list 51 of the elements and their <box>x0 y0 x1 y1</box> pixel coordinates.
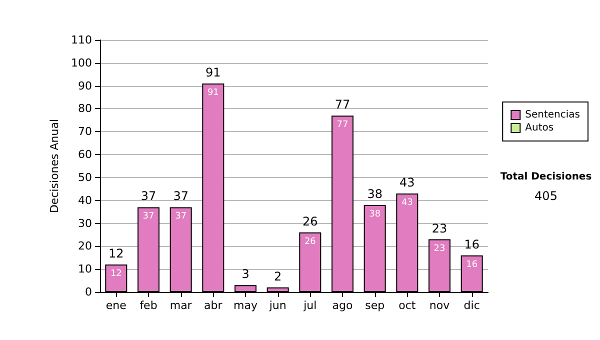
data-label: 12 <box>110 269 122 280</box>
total-label: 16 <box>464 237 480 252</box>
x-tick-label: jun <box>268 299 286 312</box>
y-tick-label: 80 <box>78 102 92 116</box>
data-label: 23 <box>434 244 446 254</box>
x-tick-label: mar <box>170 299 192 312</box>
y-tick-label: 90 <box>78 79 92 92</box>
total-label: 38 <box>367 186 382 201</box>
data-label: 38 <box>369 209 381 220</box>
x-tick-label: abr <box>204 299 223 312</box>
y-tick-label: 60 <box>78 148 92 162</box>
x-tick-label: dic <box>464 299 480 312</box>
y-tick-label: 40 <box>78 194 92 207</box>
y-tick-label: 70 <box>78 125 92 138</box>
total-label: 43 <box>400 175 415 190</box>
data-label: 43 <box>401 198 413 208</box>
x-tick-label: ago <box>332 299 353 312</box>
data-label: 77 <box>336 120 348 130</box>
x-tick-label: oct <box>398 299 416 312</box>
total-label: 91 <box>206 66 221 80</box>
data-label: 26 <box>304 236 316 247</box>
y-tick-label: 0 <box>85 286 92 298</box>
text: Total Decisiones <box>500 172 592 182</box>
x-tick-label: jul <box>302 299 317 312</box>
y-tick-label: 10 <box>78 262 92 276</box>
total-label: 77 <box>334 98 350 112</box>
x-tick-label: feb <box>140 299 158 312</box>
total-label: 37 <box>140 189 156 204</box>
y-axis-title: Decisiones Anual <box>48 118 62 214</box>
y-tick-label: 100 <box>71 56 92 70</box>
total-label: 37 <box>173 189 188 204</box>
data-label: 91 <box>207 88 219 98</box>
y-tick-label: 50 <box>78 170 92 184</box>
total-label: 3 <box>242 267 250 282</box>
total-label: 2 <box>274 269 282 284</box>
x-tick-label: sep <box>365 299 385 312</box>
data-label: 37 <box>175 212 187 222</box>
text: 405 <box>534 189 558 203</box>
legend-label: Autos <box>525 122 554 134</box>
total-label: 26 <box>302 214 318 228</box>
legend-label: Sentencias <box>525 110 580 120</box>
x-tick-label: may <box>234 299 258 312</box>
data-label: 37 <box>142 212 154 222</box>
x-tick-label: nov <box>429 299 450 312</box>
data-label: 16 <box>466 260 478 270</box>
total-label: 12 <box>108 246 124 261</box>
total-label: 23 <box>432 221 448 236</box>
x-tick-label: ene <box>106 299 127 312</box>
y-tick-label: 110 <box>71 34 92 46</box>
y-tick-label: 20 <box>78 240 92 253</box>
y-tick-label: 30 <box>78 216 92 230</box>
